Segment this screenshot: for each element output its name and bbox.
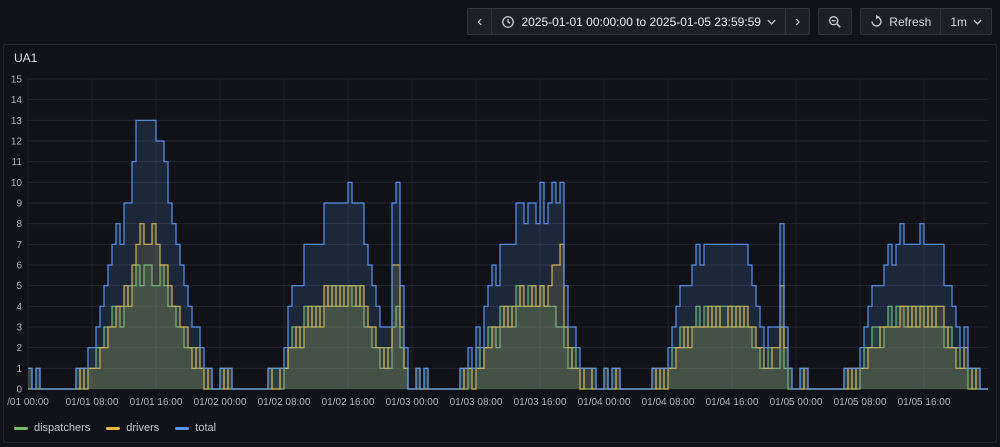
legend-label: drivers [126, 422, 160, 434]
refresh-controls: Refresh 1m [860, 8, 992, 35]
svg-text:7: 7 [16, 240, 22, 251]
svg-text:1: 1 [16, 364, 22, 375]
clock-icon [501, 15, 515, 29]
chart-legend: dispatchers drivers total [4, 417, 996, 434]
svg-text:01/05 00:00: 01/05 00:00 [770, 397, 823, 408]
chart-area: 0 1 2 3 4 5 6 7 8 9 10 11 12 13 14 15/01 00:00 01/01 08:… [4, 71, 996, 417]
legend-item-dispatchers[interactable]: dispatchers [14, 422, 90, 434]
graph-panel: UA1 0 1 2 3 4 5 6 7 8 9 10 11 12 13 14 15/01 00:00 01/01… [3, 44, 997, 443]
svg-text:01/01 08:00: 01/01 08:00 [66, 397, 119, 408]
time-shift-back-button[interactable]: ‹ [467, 8, 493, 35]
legend-swatch-icon [175, 426, 190, 430]
time-range-label: 2025-01-01 00:00:00 to 2025-01-05 23:59:… [521, 14, 761, 29]
zoom-out-button[interactable] [818, 8, 853, 35]
svg-text:01/03 16:00: 01/03 16:00 [514, 397, 567, 408]
time-range-picker[interactable]: 2025-01-01 00:00:00 to 2025-01-05 23:59:… [491, 8, 786, 35]
svg-text:6: 6 [16, 261, 22, 272]
svg-text:12: 12 [11, 137, 23, 148]
svg-text:01/02 00:00: 01/02 00:00 [194, 397, 247, 408]
svg-text:01/04 08:00: 01/04 08:00 [642, 397, 695, 408]
svg-text:01/05 08:00: 01/05 08:00 [834, 397, 887, 408]
svg-text:01/02 08:00: 01/02 08:00 [258, 397, 311, 408]
svg-text:01/03 08:00: 01/03 08:00 [450, 397, 503, 408]
svg-text:8: 8 [16, 219, 22, 230]
svg-text:01/02 16:00: 01/02 16:00 [322, 397, 375, 408]
svg-text:0: 0 [16, 385, 22, 396]
svg-text:2: 2 [16, 343, 22, 354]
svg-text:01/05 16:00: 01/05 16:00 [898, 397, 951, 408]
legend-item-drivers[interactable]: drivers [106, 422, 159, 434]
svg-text:9: 9 [16, 199, 22, 210]
legend-swatch-icon [106, 426, 121, 430]
refresh-label: Refresh [889, 14, 932, 29]
svg-text:4: 4 [16, 302, 22, 313]
svg-text:14: 14 [11, 95, 23, 106]
chevron-down-icon [973, 19, 982, 25]
zoom-out-icon [828, 15, 842, 29]
refresh-icon [870, 15, 883, 28]
legend-label: total [195, 422, 217, 434]
svg-text:3: 3 [16, 323, 22, 334]
svg-text:01/03 00:00: 01/03 00:00 [386, 397, 439, 408]
svg-text:13: 13 [11, 116, 23, 127]
toolbar: ‹ 2025-01-01 00:00:00 to 2025-01-05 23:5… [0, 0, 1000, 44]
time-controls: ‹ 2025-01-01 00:00:00 to 2025-01-05 23:5… [467, 8, 811, 35]
svg-text:01/04 16:00: 01/04 16:00 [706, 397, 759, 408]
legend-swatch-icon [14, 426, 28, 430]
legend-item-total[interactable]: total [175, 422, 216, 434]
time-shift-forward-button[interactable]: › [784, 8, 811, 35]
svg-text:5: 5 [16, 281, 22, 292]
chevron-right-icon: › [794, 12, 801, 30]
panel-title[interactable]: UA1 [14, 51, 38, 65]
svg-text:10: 10 [11, 178, 23, 189]
svg-text:01/01 16:00: 01/01 16:00 [130, 397, 183, 408]
chevron-down-icon [767, 19, 776, 25]
refresh-button[interactable]: Refresh [860, 8, 942, 35]
chevron-left-icon: ‹ [477, 12, 483, 30]
legend-label: dispatchers [34, 422, 91, 434]
toolbar-controls: ‹ 2025-01-01 00:00:00 to 2025-01-05 23:5… [467, 8, 992, 35]
svg-text:01/04 00:00: 01/04 00:00 [578, 397, 631, 408]
svg-text:11: 11 [12, 157, 23, 168]
svg-text:15: 15 [11, 75, 23, 86]
refresh-interval-label: 1m [950, 14, 967, 29]
refresh-interval-dropdown[interactable]: 1m [940, 8, 992, 35]
svg-text:/01 00:00: /01 00:00 [7, 397, 49, 408]
